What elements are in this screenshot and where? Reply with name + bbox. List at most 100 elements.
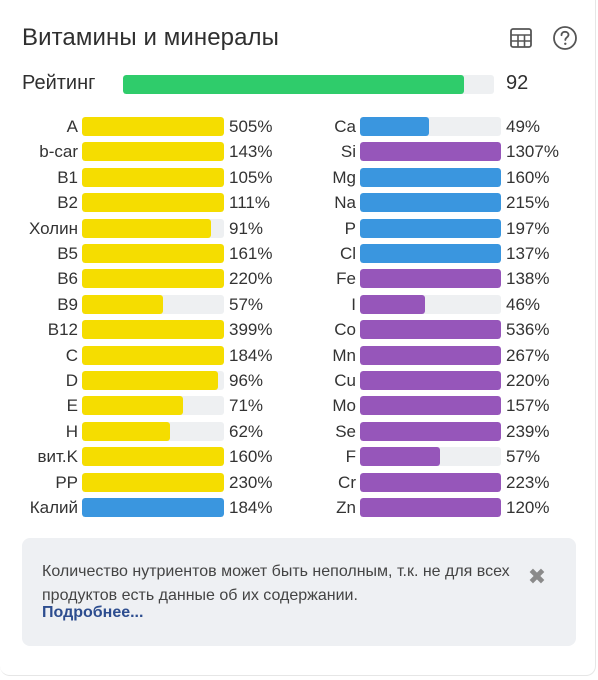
nutrient-row: Zn 120% [0,495,598,520]
nutrient-row: Mo 157% [0,393,598,418]
nutrient-bar-fill [360,294,425,314]
nutrient-name: Ca [334,117,356,136]
nutrient-percent: 220% [506,371,550,390]
nutrient-bar-fill [360,269,501,289]
nutrient-percent: 111% [229,193,270,213]
nutrient-bar [360,396,501,416]
nutrient-bar [82,396,224,416]
nutrient-percent: 57% [229,294,264,314]
nutrient-bar-fill [82,218,212,238]
nutrient-bar [360,167,501,187]
nutrient-row: Se 239% [0,419,598,444]
nutrient-percent: 536% [506,320,550,340]
nutrient-percent: 184% [229,345,273,365]
nutrient-bar [360,117,501,136]
nutrient-name: B12 [47,320,78,340]
nutrient-percent: 215% [506,193,550,213]
nutrient-bar [360,371,501,390]
nutrient-bar-fill [360,193,501,213]
nutrient-row: C 184% [0,343,598,368]
rating-value: 92 [506,72,529,94]
nutrient-row: Mn 267% [0,343,598,368]
nutrient-row: B1 105% [0,165,598,190]
nutrient-name: Калий [29,498,78,517]
nutrient-name: вит.K [37,447,79,467]
nutrient-row: P 197% [0,216,598,241]
nutrient-bar [82,498,224,517]
nutrient-bar-fill [82,294,163,314]
nutrient-row: E 71% [0,393,598,418]
nutrient-percent: 105% [229,167,273,187]
nutrient-percent: 160% [506,167,550,187]
nutrient-bar [82,421,224,441]
nutrient-bar [82,218,224,238]
nutrient-bar [82,447,224,467]
help-icon[interactable] [552,25,578,51]
read-more-link[interactable]: Подробнее... [42,604,144,621]
nutrient-percent: 49% [506,117,541,136]
nutrient-row: B12 399% [0,317,598,342]
nutrient-percent: 161% [229,244,273,263]
nutrient-bar [360,193,501,213]
nutrient-bar-fill [360,371,501,390]
nutrient-row: A 505% [0,114,598,139]
nutrient-name: Холин [28,218,78,238]
nutrient-bar [82,244,224,263]
nutrient-name: B2 [57,193,78,213]
nutrient-percent: 505% [229,117,273,136]
nutrient-percent: 267% [506,345,550,365]
nutrient-row: B5 161% [0,241,598,266]
nutrient-bar-fill [82,167,224,187]
nutrient-row: Mg 160% [0,165,598,190]
nutrient-bar-fill [360,396,501,416]
nutrient-percent: 239% [506,421,550,441]
nutrient-percent: 230% [229,472,273,492]
nutrient-percent: 57% [506,447,541,467]
nutrient-percent: 120% [506,498,550,517]
nutrient-bar [360,447,501,467]
nutrient-bar [360,294,501,314]
nutrient-name: PP [55,472,78,492]
nutrient-bar [360,320,501,340]
nutrient-name: E [66,396,78,416]
nutrient-bar [360,345,501,365]
nutrient-bar [360,142,501,162]
nutrient-bar [82,269,224,289]
nutrient-row: B2 111% [0,190,598,215]
nutrient-name: F [345,447,356,467]
nutrient-name: D [65,371,78,390]
nutrient-name: Cl [339,244,356,263]
nutrient-bar-fill [82,269,224,289]
nutrient-name: Mo [332,396,356,416]
nutrient-name: A [66,117,78,136]
nutrient-bar-fill [360,498,501,517]
nutrient-bar-fill [360,218,501,238]
table-icon[interactable] [508,25,534,51]
nutrient-percent: 137% [506,244,550,263]
rating-bar-fill [123,75,465,94]
nutrient-name: Si [340,142,356,162]
nutrient-row: B9 57% [0,292,598,317]
nutrient-bar-fill [82,142,224,162]
nutrient-row: Fe 138% [0,266,598,291]
incomplete-data-notice: Количество нутриентов может быть неполны… [22,538,576,646]
nutrient-name: Fe [336,269,356,289]
nutrient-row: Si 1307% [0,139,598,164]
nutrient-bar [82,167,224,187]
close-icon[interactable]: ✖ [527,564,547,589]
nutrient-name: I [351,294,356,314]
nutrient-bar [82,371,224,390]
nutrient-bar-fill [360,142,501,162]
nutrient-bar [82,117,224,136]
nutrient-row: PP 230% [0,470,598,495]
nutrient-bar-fill [360,345,501,365]
nutrient-percent: 71% [229,396,264,416]
nutrient-bar [82,472,224,492]
nutrient-row: Калий 184% [0,495,598,520]
nutrient-name: B5 [57,244,78,263]
nutrient-row: I 46% [0,292,598,317]
nutrient-percent: 399% [229,320,273,340]
nutrient-bar [82,345,224,365]
nutrient-name: Mn [332,345,356,365]
